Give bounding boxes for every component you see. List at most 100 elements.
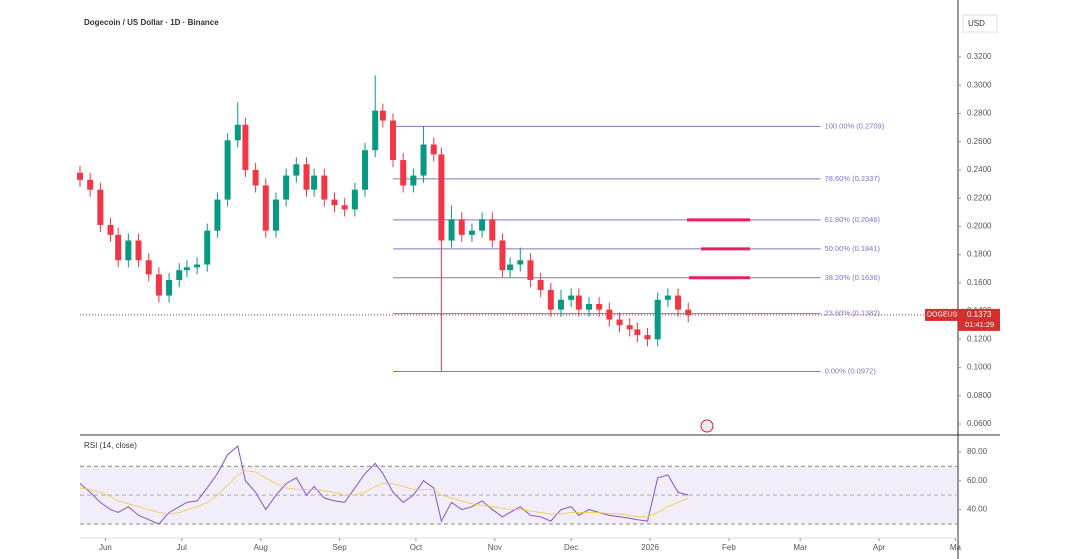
candle-body — [145, 260, 152, 275]
candle-body — [596, 304, 603, 310]
y-tick-label: 0.0600 — [967, 419, 992, 428]
candle-body — [468, 230, 475, 235]
candle-body — [372, 110, 379, 151]
candle-body — [252, 169, 259, 186]
candle-body — [654, 299, 661, 340]
candle-body — [155, 274, 162, 296]
rsi-line — [79, 445, 689, 525]
y-tick-label: 60.00 — [967, 476, 988, 485]
candle-body — [606, 309, 613, 320]
x-tick-label: Feb — [722, 543, 736, 552]
last-price-label: 0.1373 — [967, 310, 992, 319]
candle-body — [224, 140, 231, 200]
y-tick-label: 0.3200 — [967, 52, 992, 61]
x-tick-label: Sep — [332, 543, 347, 552]
candle-body — [420, 144, 427, 176]
candle-body — [557, 299, 564, 310]
fib-label: 61.80% (0.2046) — [825, 215, 881, 224]
fib-label: 0.00% (0.0972) — [825, 366, 877, 375]
candle-body — [87, 179, 94, 190]
candle-body — [293, 164, 300, 176]
candle-body — [331, 199, 338, 206]
y-tick-label: 0.2400 — [967, 165, 992, 174]
x-tick-label: Aug — [254, 543, 268, 552]
candle-body — [626, 325, 633, 330]
y-tick-label: 0.1200 — [967, 334, 992, 343]
candle-body — [410, 175, 417, 186]
candle-body — [537, 280, 544, 290]
candle-body — [77, 172, 83, 180]
rsi-line — [79, 470, 689, 518]
chart-title: Dogecoin / US Dollar · 1D · Binance — [84, 18, 219, 27]
candle-body — [616, 319, 623, 326]
candle-body — [458, 219, 465, 235]
y-tick-label: 0.1600 — [967, 278, 992, 287]
candle-body — [479, 219, 486, 231]
y-tick-label: 0.2800 — [967, 109, 992, 118]
symbol-box — [925, 308, 958, 321]
currency-box — [962, 14, 998, 33]
rsi-band — [80, 466, 958, 525]
x-tick-label: Oct — [410, 543, 423, 552]
candle-body — [115, 234, 122, 261]
x-tick-label: Mar — [793, 543, 807, 552]
candle-body — [575, 295, 582, 310]
candle-body — [400, 160, 407, 186]
candle-body — [135, 240, 142, 261]
candle-body — [634, 329, 641, 336]
x-tick-label: Jun — [99, 543, 112, 552]
candle-body — [107, 224, 114, 235]
candle-body — [303, 164, 310, 190]
candle-body — [644, 335, 651, 340]
candle-body — [204, 230, 211, 265]
last-price-box — [958, 308, 1000, 331]
candle-body — [499, 240, 506, 271]
candle-body — [390, 120, 397, 161]
fib-label: 23.60% (0.1382) — [825, 309, 881, 318]
candle-body — [568, 295, 575, 300]
candle-body — [214, 199, 221, 231]
candle-body — [362, 150, 369, 190]
x-tick-label: Nov — [488, 543, 502, 552]
candle-body — [685, 309, 692, 316]
fib-label: 50.00% (0.1841) — [825, 244, 881, 253]
rsi-title: RSI (14, close) — [84, 441, 137, 450]
fib-label: 100.00% (0.2709) — [825, 121, 885, 130]
candle-body — [438, 154, 445, 241]
candle-body — [176, 270, 183, 281]
candle-body — [183, 267, 190, 271]
candle-body — [448, 219, 455, 241]
candle-body — [585, 304, 592, 310]
y-tick-label: 0.2200 — [967, 193, 992, 202]
candle-body — [527, 260, 534, 281]
countdown-label: 01:41:29 — [965, 320, 994, 329]
y-tick-label: 0.1000 — [967, 363, 992, 372]
candle-body — [262, 185, 269, 231]
candle-body — [166, 280, 173, 296]
y-tick-label: 0.2000 — [967, 222, 992, 231]
event-flag[interactable] — [700, 419, 714, 433]
candle-body — [341, 205, 348, 210]
candle-body — [97, 189, 104, 225]
candle-body — [311, 175, 318, 190]
fib-label: 38.20% (0.1636) — [825, 273, 881, 282]
y-tick-label: 80.00 — [967, 447, 988, 456]
candle-body — [125, 240, 132, 261]
x-tick-label: Apr — [873, 543, 886, 552]
candle-body — [379, 110, 386, 121]
symbol-label: DOGEUSD — [927, 312, 962, 319]
candle-body — [351, 189, 358, 210]
candle-body — [234, 124, 241, 141]
x-tick-label: Ma — [950, 543, 962, 552]
y-tick-label: 0.2600 — [967, 137, 992, 146]
candle-body — [242, 124, 249, 170]
candle-body — [547, 289, 554, 310]
y-tick-label: 0.1800 — [967, 250, 992, 259]
y-tick-label: 0.3000 — [967, 80, 992, 89]
candle-body — [489, 219, 496, 241]
candle-body — [517, 260, 524, 265]
candle-body — [507, 264, 514, 271]
y-tick-label: 0.0800 — [967, 391, 992, 400]
candle-body — [194, 264, 201, 268]
